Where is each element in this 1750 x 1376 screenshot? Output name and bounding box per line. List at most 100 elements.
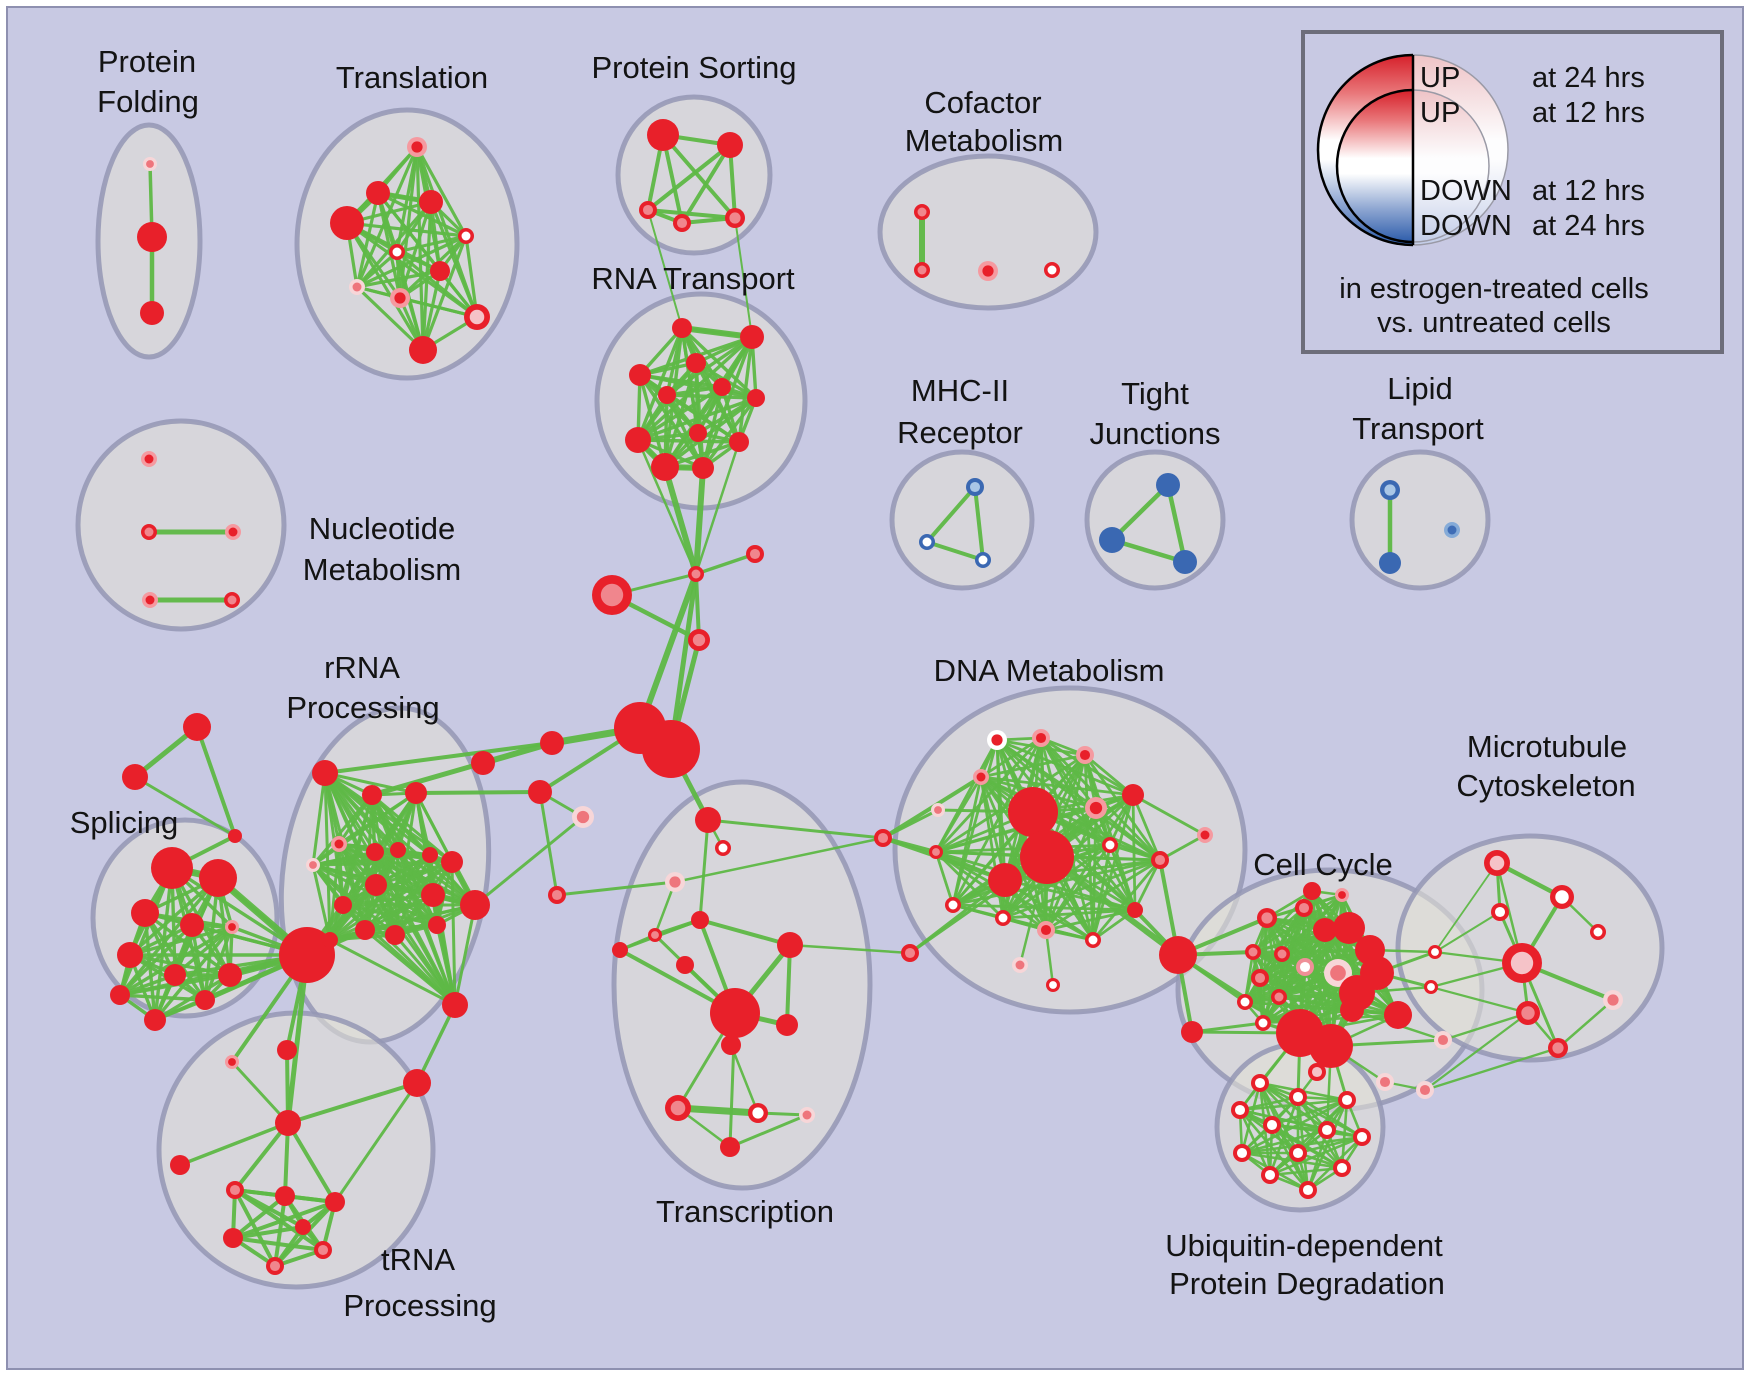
gene-node (1295, 899, 1313, 917)
interaction-edge (233, 1121, 290, 1192)
gene-node (295, 1219, 311, 1235)
gene-node (1384, 1001, 1412, 1029)
interaction-edge (1423, 1046, 1560, 1092)
cluster-label-mhc-ii-receptor: Receptor (897, 415, 1023, 450)
gene-node (141, 524, 157, 540)
gene-node (110, 985, 130, 1005)
gene-node (966, 478, 984, 496)
cluster-label-protein-folding: Protein (98, 44, 196, 79)
cluster-label-rna-transport: RNA Transport (591, 261, 795, 296)
interaction-edge (646, 208, 737, 220)
interaction-edge (415, 145, 425, 352)
gene-node (651, 453, 679, 481)
cluster-cofactor-metabolism (877, 153, 1099, 311)
cluster-label-splicing: Splicing (70, 805, 179, 840)
gene-node (1340, 998, 1364, 1022)
gene-node (528, 780, 552, 804)
gene-node (277, 1040, 297, 1060)
gene-node (914, 204, 930, 220)
gene-node (442, 992, 468, 1018)
gene-node (362, 785, 382, 805)
interaction-edge (1310, 889, 1333, 1048)
interaction-edge (118, 925, 234, 997)
gene-node (1428, 945, 1442, 959)
interaction-edge (323, 771, 418, 795)
interaction-edge (1091, 793, 1135, 942)
gene-node (1255, 1015, 1271, 1031)
gene-node (720, 1137, 740, 1157)
gene-node (140, 301, 164, 325)
cluster-tight-junctions (1084, 449, 1226, 591)
gene-node (1491, 903, 1509, 921)
interaction-edge (636, 335, 754, 442)
gene-node (1484, 850, 1510, 876)
interaction-edge (538, 790, 559, 897)
cluster-label-tight-junctions: Tight (1121, 376, 1189, 411)
interaction-edge (1429, 985, 1530, 1015)
gene-node (676, 956, 694, 974)
interaction-edge (323, 741, 554, 775)
interaction-edge (345, 221, 425, 352)
cluster-label-translation: Translation (336, 60, 488, 95)
gene-node (409, 336, 437, 364)
gene-node (1233, 1144, 1251, 1162)
gene-node (1548, 1038, 1568, 1058)
gene-node (988, 863, 1022, 897)
cluster-label-lipid-transport: Transport (1352, 411, 1484, 446)
cluster-label-tight-junctions: Junctions (1090, 416, 1221, 451)
gene-node (389, 244, 405, 260)
gene-node (625, 427, 651, 453)
gene-node (995, 910, 1011, 926)
interaction-edge (1003, 878, 1095, 942)
interaction-edge (341, 903, 439, 927)
gene-node (945, 897, 961, 913)
gene-node (1303, 882, 1321, 900)
gene-node (1516, 1001, 1540, 1025)
gene-node (275, 1186, 295, 1206)
interaction-edge (979, 736, 1043, 779)
gene-node (1159, 936, 1197, 974)
interaction-edge (421, 234, 468, 352)
interaction-edge (951, 736, 1043, 907)
gene-node (1313, 918, 1337, 942)
gene-node (540, 731, 564, 755)
gene-node (975, 552, 991, 568)
cluster-labels: Protein Folding Translation Protein Sorting… (70, 44, 1636, 1323)
interaction-edge (1556, 998, 1615, 1050)
gene-node (330, 206, 364, 240)
legend-direction-label: UP (1420, 97, 1460, 129)
interaction-edge (663, 396, 758, 469)
interaction-edge (925, 540, 985, 562)
interaction-edge (701, 396, 758, 470)
gene-node (195, 990, 215, 1010)
gene-node (629, 364, 651, 386)
gene-node (1008, 787, 1058, 837)
interaction-edge (398, 296, 479, 319)
interaction-edge (333, 1081, 419, 1204)
gene-node (1197, 827, 1213, 843)
gene-node (658, 386, 676, 404)
gene-node (366, 843, 384, 861)
gene-node (218, 963, 242, 987)
gene-node (223, 1228, 243, 1248)
interaction-edge (1131, 793, 1162, 862)
interaction-edge (1044, 928, 1055, 987)
gene-node (673, 214, 691, 232)
gene-node (151, 847, 193, 889)
interaction-edge (311, 771, 327, 867)
interaction-edge (1001, 908, 1137, 920)
interaction-edge (355, 191, 380, 289)
gene-node (390, 842, 406, 858)
gene-node (1261, 1166, 1279, 1184)
interaction-edge (435, 923, 457, 1007)
gene-node (1076, 746, 1094, 764)
gene-node (142, 592, 158, 608)
gene-node (1251, 1074, 1269, 1092)
interaction-edge (674, 1104, 762, 1117)
gene-node (137, 222, 167, 252)
gene-node (275, 1110, 301, 1136)
gene-node (1032, 729, 1050, 747)
interaction-edge (195, 725, 237, 838)
cluster-label-trna-processing: tRNA (381, 1242, 455, 1277)
gene-node (312, 760, 338, 786)
